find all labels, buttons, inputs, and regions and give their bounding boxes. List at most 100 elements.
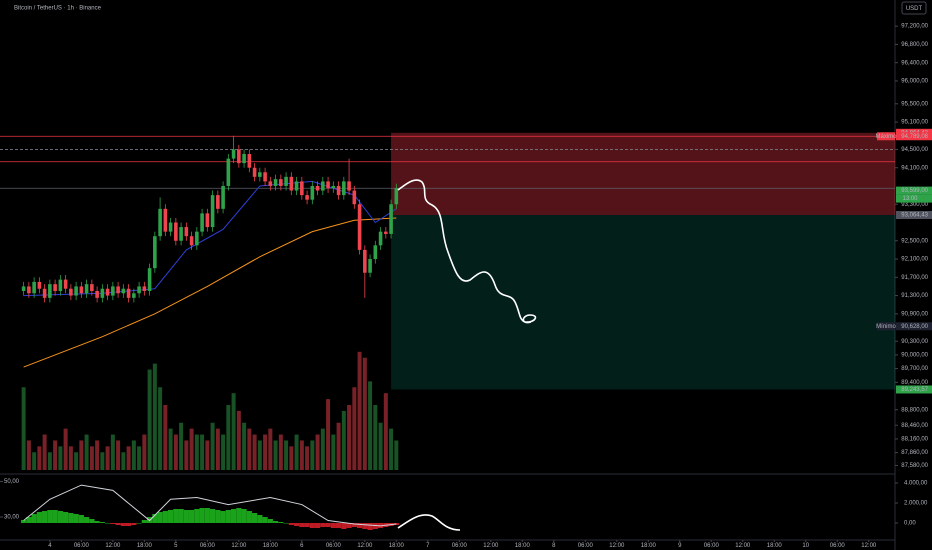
volume-bar <box>289 446 294 470</box>
candle-body <box>373 245 378 260</box>
volume-bar <box>383 393 388 470</box>
y-tick-label: 91,700,00 <box>901 275 928 281</box>
y-tick-label: 94,500,00 <box>901 147 928 153</box>
volume-bar <box>184 440 189 470</box>
y-tick-label: 87,580,00 <box>901 463 928 469</box>
indicator-y2-tick-label: 0,00 <box>904 521 916 527</box>
volume-bar <box>179 422 184 470</box>
volume-bar <box>116 440 121 470</box>
y-tick-label: 88,160,00 <box>901 437 928 443</box>
x-tick-label: 8 <box>552 543 556 549</box>
indicator-y2-tick-label: 2.000,00 <box>904 501 928 507</box>
price-tag-label: 90,628,00 <box>901 324 928 330</box>
x-tick-label: 06:00 <box>830 543 846 549</box>
candle-body <box>27 286 31 294</box>
histogram-bar <box>367 523 373 530</box>
y-tick-label: 96,800,00 <box>901 42 928 48</box>
histogram-bar <box>251 513 258 523</box>
volume-bar <box>168 428 173 470</box>
histogram-bar <box>131 523 137 525</box>
candle-body <box>179 227 183 241</box>
x-tick-label: 10 <box>802 543 809 549</box>
histogram-bar <box>26 517 32 523</box>
y-tick-label: 88,800,00 <box>901 407 928 413</box>
candle-body <box>42 288 47 298</box>
histogram-bar <box>115 523 121 525</box>
histogram-bar <box>288 523 294 525</box>
price-tag <box>896 132 932 141</box>
x-tick-label: 9 <box>678 543 682 549</box>
candle-body <box>315 185 320 191</box>
candle-body <box>79 286 84 294</box>
candle-body <box>100 288 105 298</box>
candle-body <box>378 231 383 246</box>
candle-body <box>226 158 231 186</box>
volume-bar <box>58 446 63 470</box>
histogram-bar <box>393 523 399 525</box>
histogram-bar <box>267 519 273 523</box>
volume-bar <box>341 410 346 470</box>
y-tick-label: 95,100,00 <box>901 120 928 126</box>
histogram-bar <box>94 521 100 523</box>
candle-body <box>168 222 173 232</box>
candle-body <box>258 172 262 177</box>
x-tick-label: 06:00 <box>200 543 216 549</box>
volume-bar <box>315 434 320 470</box>
x-tick-label: 12:00 <box>105 543 121 549</box>
histogram-bar <box>52 510 58 523</box>
volume-bar <box>305 446 310 470</box>
histogram-bar <box>241 509 247 523</box>
y-tick-label: 90,900,00 <box>901 311 928 317</box>
x-tick-label: 18:00 <box>641 543 657 549</box>
candle-body <box>126 288 131 298</box>
volume-bar <box>142 434 147 470</box>
volume-bar <box>42 434 47 470</box>
target-zone <box>391 215 895 390</box>
histogram-bar <box>341 523 347 529</box>
histogram-bar <box>173 509 179 523</box>
volume-bar <box>189 428 194 470</box>
histogram-bar <box>246 511 252 523</box>
volume-bar <box>79 440 84 470</box>
candle-body <box>305 195 309 200</box>
histogram-bar <box>325 523 331 527</box>
histogram-bar <box>199 508 205 523</box>
histogram-bar <box>372 523 378 529</box>
volume-bar <box>26 440 31 470</box>
histogram-bar <box>152 514 158 523</box>
volume-bar <box>362 357 367 470</box>
volume-bar <box>284 440 289 470</box>
histogram-bar <box>47 510 53 523</box>
volume-bar <box>152 363 157 470</box>
volume-bar <box>21 387 26 470</box>
price-marker: Mínimo <box>876 324 896 330</box>
candle-body <box>352 190 357 205</box>
x-tick-label: 18:00 <box>515 543 531 549</box>
candle-body <box>347 181 351 191</box>
volume-bar <box>336 422 341 470</box>
histogram-bar <box>68 513 74 523</box>
histogram-bar <box>283 523 289 524</box>
candle-body <box>95 291 99 298</box>
candle-body <box>310 185 315 200</box>
volume-bar <box>105 446 110 470</box>
drawn-path-indicator <box>397 514 461 531</box>
price-tag-label: 89,243,57 <box>901 387 928 393</box>
volume-bar <box>278 434 283 470</box>
volume-bar <box>63 428 68 470</box>
x-tick-label: 12:00 <box>861 543 877 549</box>
candle-body <box>58 279 63 292</box>
candle-body <box>116 286 120 294</box>
histogram-bar <box>126 523 132 526</box>
volume-bar <box>310 440 315 470</box>
y-tick-label: 88,460,00 <box>901 423 928 429</box>
candle-body <box>121 288 126 294</box>
price-tag <box>896 385 932 394</box>
price-tag-label: 94,789,08 <box>901 134 928 140</box>
currency[interactable]: USDT <box>906 6 923 12</box>
histogram-bar <box>209 509 216 523</box>
volume-bar <box>294 434 299 470</box>
currency-box[interactable] <box>901 1 927 15</box>
y-tick-label: 91,300,00 <box>901 293 928 299</box>
